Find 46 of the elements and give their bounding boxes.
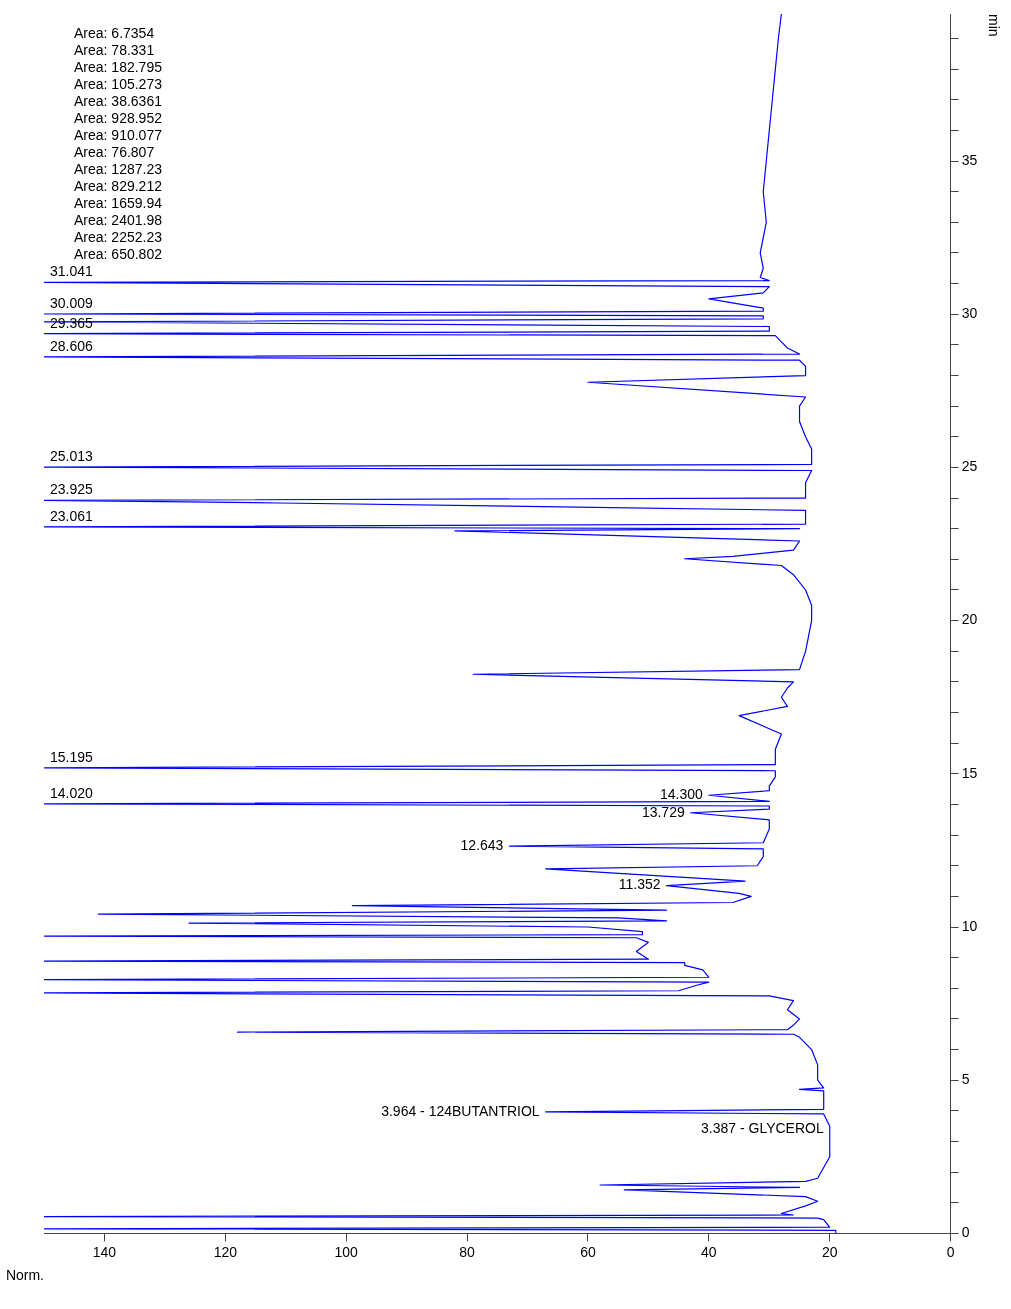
annotation: Area: 2401.98 [74, 211, 163, 228]
annotation: Area: 829.212 [74, 177, 163, 194]
annotation: Area: 182.795 [74, 58, 163, 75]
annotation: 23.061 [50, 507, 94, 524]
annotation: Area: 910.077 [74, 126, 163, 143]
annotation: Area: 76.807 [74, 143, 155, 160]
annotation: Area: 105.273 [74, 75, 163, 92]
annotation: 3.387 - GLYCEROL [701, 1120, 824, 1137]
annotation: 13.729 [641, 803, 685, 820]
annotation: 12.643 [460, 836, 504, 853]
annotation: Area: 2252.23 [74, 228, 163, 245]
x-tick-label: 40 [701, 1243, 717, 1260]
annotation: 11.352 [618, 876, 661, 893]
annotation: Area: 78.331 [74, 41, 155, 58]
annotation: 25.013 [50, 447, 94, 464]
annotation: 30.009 [50, 294, 94, 311]
x-tick-label: 20 [821, 1243, 838, 1260]
y-tick-label: 0 [961, 1224, 970, 1241]
y-tick-label: 35 [961, 151, 978, 168]
annotation: 14.300 [660, 786, 704, 803]
annotation: Area: 38.6361 [74, 92, 163, 109]
y-tick-label: 10 [961, 917, 978, 934]
y-tick-label: 30 [961, 305, 978, 322]
annotation: Area: 1659.94 [74, 194, 163, 211]
x-tick-label: 60 [580, 1243, 596, 1260]
y-tick-label: 20 [961, 611, 978, 628]
annotation: Area: 1287.23 [74, 160, 163, 177]
y-tick-label: 15 [961, 764, 978, 781]
x-tick-label: 0 [946, 1243, 955, 1260]
x-axis-title: Norm. [5, 1267, 44, 1284]
annotation: 28.606 [50, 337, 94, 354]
annotation: 23.925 [50, 481, 94, 498]
annotation: 3.964 - 124BUTANTRIOL [381, 1102, 540, 1119]
annotation: Area: 650.802 [74, 245, 163, 262]
x-tick-label: 100 [334, 1243, 359, 1260]
annotation: 14.020 [50, 784, 94, 801]
x-tick-label: 120 [213, 1243, 238, 1260]
annotation: 15.195 [50, 748, 94, 765]
annotation: 31.041 [50, 263, 94, 280]
x-tick-label: 80 [459, 1243, 476, 1260]
annotation: Area: 6.7354 [74, 24, 155, 41]
y-tick-label: 5 [961, 1071, 970, 1088]
x-tick-label: 140 [92, 1243, 117, 1260]
y-axis-title: min [985, 14, 1002, 37]
annotation: Area: 928.952 [74, 109, 163, 126]
y-tick-label: 25 [961, 458, 978, 475]
